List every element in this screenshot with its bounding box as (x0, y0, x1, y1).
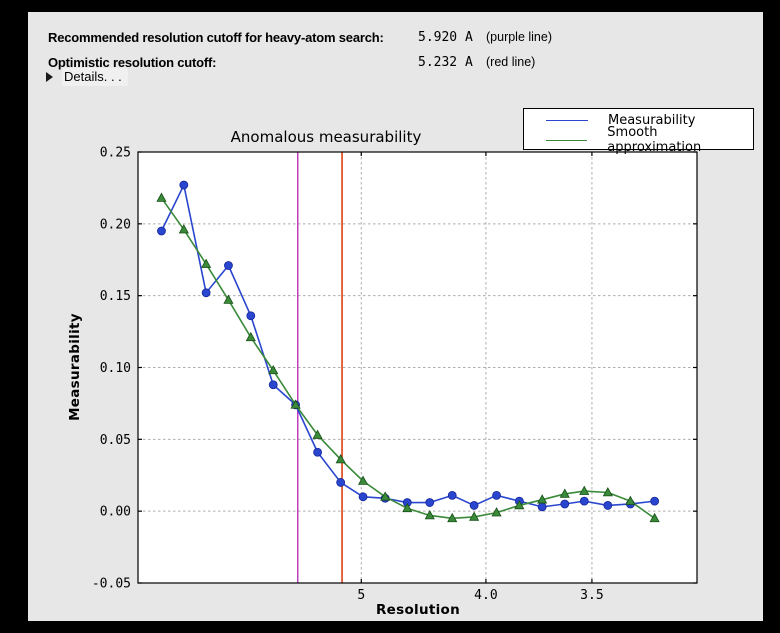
cutoff-optimistic-note: (red line) (486, 55, 536, 69)
data-point-circle (603, 501, 613, 510)
data-point-triangle (201, 258, 212, 268)
data-point-triangle (312, 429, 323, 439)
data-point-triangle (514, 499, 525, 510)
data-point-triangle (602, 487, 613, 497)
data-point-triangle (156, 192, 167, 202)
data-point-triangle (245, 331, 256, 342)
y-tick-label: 0.05 (100, 433, 131, 448)
x-tick-label: 4.0 (474, 588, 497, 603)
data-point-triangle (424, 510, 435, 520)
data-point-circle (224, 261, 233, 270)
data-point-triangle (357, 475, 369, 485)
data-point-triangle (447, 512, 458, 523)
measurability-plot: 5 4.0 3.5 -0.05 0.00 0.05 0.10 0.15 0.20 0.25 (92, 146, 698, 603)
data-point-triangle (649, 512, 660, 523)
chart-title: Anomalous measurability (230, 128, 422, 146)
data-point-circle (157, 226, 166, 236)
x-tick-label: 5 (357, 588, 365, 603)
data-point-circle (313, 447, 322, 457)
y-tick-label: 0.20 (100, 217, 131, 232)
legend-label: Smooth approximation (607, 125, 702, 155)
legend-line-sample-green (546, 139, 588, 141)
disclosure-triangle-icon (46, 72, 53, 82)
data-point-circle (268, 380, 278, 390)
data-point-triangle (402, 502, 413, 513)
data-point-circle (358, 492, 368, 502)
chart-legend: Measurability Smooth approximation (523, 108, 754, 155)
y-tick-label: 0.00 (100, 505, 131, 520)
data-point-circle (579, 496, 589, 506)
legend-label: Measurability (608, 112, 696, 128)
legend-entry-smooth: Smooth approximation (524, 125, 753, 155)
cutoff-recommended-row: Recommended resolution cutoff for heavy-… (28, 30, 763, 48)
y-tick-label: 0.15 (100, 289, 131, 304)
cutoff-optimistic-label: Optimistic resolution cutoff: (48, 55, 217, 70)
data-point-triangle (625, 495, 636, 505)
data-point-circle (201, 288, 211, 298)
data-point-circle (650, 496, 660, 506)
data-point-triangle (380, 491, 391, 501)
x-tick-label: 3.5 (580, 588, 603, 603)
data-point-circle (537, 502, 547, 512)
data-point-circle (246, 311, 256, 321)
data-point-triangle (537, 494, 548, 504)
data-point-triangle (290, 399, 301, 409)
x-axis-label: Resolution (375, 602, 461, 618)
y-axis-label: Measurability (67, 313, 83, 421)
data-point-triangle (469, 511, 480, 521)
cutoff-optimistic-value: 5.232 A (418, 55, 473, 70)
data-point-triangle (579, 485, 590, 495)
y-tick-label: -0.05 (92, 577, 131, 592)
y-tick-label: 0.10 (100, 361, 131, 376)
data-point-circle (179, 180, 189, 190)
data-point-triangle (491, 507, 502, 517)
data-point-circle (492, 490, 501, 500)
data-point-circle (560, 499, 570, 509)
data-point-circle (425, 498, 435, 507)
data-point-triangle (559, 488, 570, 498)
data-point-triangle (335, 454, 346, 464)
details-disclosure[interactable]: Details. . . (46, 67, 128, 87)
data-point-triangle (268, 364, 279, 375)
cutoff-recommended-value: 5.920 A (418, 30, 473, 45)
cutoff-recommended-label: Recommended resolution cutoff for heavy-… (48, 30, 384, 45)
cutoff-optimistic-row: Optimistic resolution cutoff: 5.232 A (r… (28, 55, 763, 73)
cutoff-recommended-note: (purple line) (486, 30, 553, 44)
legend-line-sample-blue (546, 119, 588, 121)
details-label: Details. . . (62, 68, 128, 86)
data-point-circle (469, 501, 479, 510)
data-point-circle (336, 478, 346, 487)
data-point-triangle (223, 294, 234, 304)
data-point-circle (447, 490, 457, 500)
y-tick-label: 0.25 (100, 146, 131, 161)
legend-entry-measurability: Measurability (524, 110, 753, 130)
results-panel: Recommended resolution cutoff for heavy-… (28, 12, 763, 621)
data-point-triangle (178, 224, 189, 234)
